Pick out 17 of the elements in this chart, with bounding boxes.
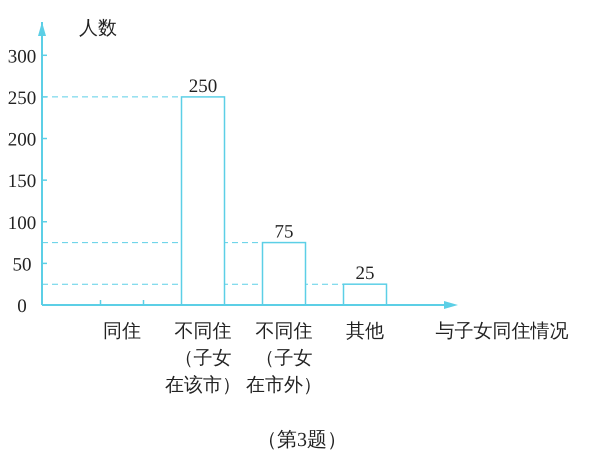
x-axis-title: 与子女同住情况: [436, 321, 568, 342]
y-tick-label: 150: [8, 171, 36, 192]
x-tick-label: 其他: [346, 321, 384, 342]
y-tick-label: 250: [8, 88, 36, 109]
text: （第3题）: [257, 429, 347, 451]
x-tick-label: 不同住（子女在该市）: [165, 321, 241, 396]
x-tick-label: 同住: [103, 321, 141, 342]
y-tick-label: 100: [8, 212, 36, 234]
y-tick-label: 300: [8, 46, 36, 68]
data-label: 75: [274, 222, 294, 243]
data-label: 25: [356, 263, 374, 284]
data-label: 250: [188, 76, 218, 97]
y-axis-title: 人数: [79, 18, 117, 39]
x-tick-label: 不同住（子女在市外）: [246, 321, 322, 396]
y-tick-label: 50: [12, 254, 32, 276]
y-tick-label: 0: [17, 296, 27, 317]
y-tick-label: 200: [8, 130, 36, 151]
